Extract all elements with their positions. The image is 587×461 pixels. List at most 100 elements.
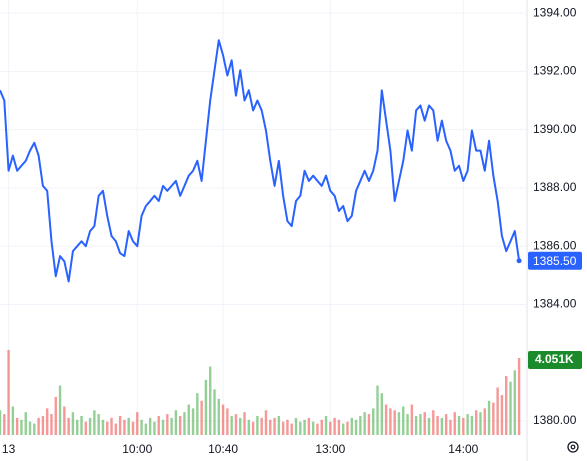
- volume-bar: [505, 376, 508, 435]
- volume-bar: [294, 417, 298, 435]
- volume-bar: [230, 415, 233, 435]
- volume-bar: [444, 414, 448, 435]
- volume-bar: [367, 414, 371, 435]
- volume-bar: [436, 415, 439, 435]
- last-point: [516, 258, 522, 264]
- volume-bar: [406, 414, 409, 435]
- volume-bar: [376, 385, 379, 435]
- volume-bar: [462, 417, 465, 435]
- volume-bar: [453, 412, 456, 435]
- volume-bar: [324, 415, 328, 435]
- volume-bar: [123, 419, 126, 435]
- volume-bar: [84, 421, 87, 435]
- volume-bar: [251, 421, 255, 435]
- volume-bar: [277, 415, 281, 435]
- price-line: [0, 39, 521, 283]
- volume-bar: [342, 423, 345, 435]
- settings-gear-center[interactable]: [570, 444, 576, 450]
- volume-bar: [127, 417, 130, 435]
- volume-bar: [299, 421, 302, 435]
- x-tick-label: 13: [2, 442, 16, 456]
- volume-bar: [161, 419, 165, 435]
- volume-bar: [286, 419, 289, 435]
- volume-bar: [28, 421, 32, 435]
- volume-bar: [290, 423, 293, 435]
- volume-bar: [170, 417, 173, 435]
- volume-bar: [243, 412, 246, 435]
- volume-bar: [307, 417, 311, 435]
- volume-bar: [389, 408, 392, 435]
- volume-bar: [470, 415, 474, 435]
- volume-bar: [221, 404, 225, 435]
- volume-bar: [500, 395, 504, 435]
- volume-bar: [384, 404, 388, 435]
- volume-bar: [281, 421, 285, 435]
- y-tick-label: 1392.00: [533, 64, 577, 78]
- volume-bar: [350, 417, 353, 435]
- volume-bar: [7, 350, 10, 435]
- volume-bar: [136, 412, 139, 435]
- y-tick-label: 1384.00: [533, 297, 577, 311]
- volume-bar: [372, 408, 375, 435]
- volume-bar: [200, 400, 203, 435]
- volume-bar: [363, 412, 366, 435]
- volume-bar: [114, 423, 118, 435]
- volume-bars: [0, 350, 521, 435]
- settings-icon[interactable]: [567, 441, 579, 453]
- volume-bar: [509, 381, 512, 435]
- volume-bar: [397, 412, 401, 435]
- y-tick-label: 1390.00: [533, 122, 577, 136]
- volume-bar: [414, 415, 418, 435]
- volume-bar: [402, 406, 405, 435]
- volume-bar: [457, 415, 461, 435]
- volume-bar: [174, 410, 178, 435]
- volume-bar: [423, 412, 426, 435]
- volume-bar: [196, 393, 199, 435]
- volume-bar: [118, 415, 122, 435]
- volume-bar: [427, 417, 431, 435]
- volume-bar: [153, 421, 156, 435]
- settings-gear[interactable]: [567, 441, 579, 453]
- volume-bar: [359, 415, 362, 435]
- volume-bar: [41, 415, 45, 435]
- volume-bar: [191, 408, 195, 435]
- volume-bar: [148, 417, 152, 435]
- volume-bar: [273, 417, 276, 435]
- last-volume-label: 4.051K: [535, 352, 574, 366]
- volume-bar: [50, 414, 53, 435]
- volume-bar: [320, 419, 323, 435]
- x-tick-label: 13:00: [315, 442, 345, 456]
- volume-bar: [264, 410, 268, 435]
- y-tick-label: 1394.00: [533, 5, 577, 19]
- volume-bar: [97, 414, 100, 435]
- volume-bar: [440, 417, 444, 435]
- last-price-label: 1385.50: [533, 254, 577, 268]
- volume-bar: [466, 414, 469, 435]
- volume-bar: [354, 419, 358, 435]
- volume-bar: [45, 408, 49, 435]
- volume-bar: [88, 417, 92, 435]
- volume-bar: [393, 410, 396, 435]
- volume-bar: [303, 419, 306, 435]
- volume-bar: [24, 412, 27, 435]
- volume-bar: [496, 387, 499, 435]
- volume-bar: [449, 419, 452, 435]
- volume-bar: [247, 419, 251, 435]
- volume-bar: [3, 414, 6, 435]
- volume-bar: [209, 366, 212, 435]
- volume-bar: [333, 417, 336, 435]
- volume-bar: [479, 412, 482, 435]
- volume-bar: [11, 406, 15, 435]
- volume-bar: [144, 423, 148, 435]
- volume-bar: [380, 393, 384, 435]
- volume-bar: [67, 417, 70, 435]
- volume-bar: [93, 410, 96, 435]
- volume-bar: [71, 412, 75, 435]
- volume-bar: [106, 421, 109, 435]
- y-tick-label: 1380.00: [533, 413, 577, 427]
- volume-bar: [20, 419, 23, 435]
- volume-bar: [346, 421, 349, 435]
- volume-bar: [0, 410, 2, 435]
- volume-bar: [239, 417, 242, 435]
